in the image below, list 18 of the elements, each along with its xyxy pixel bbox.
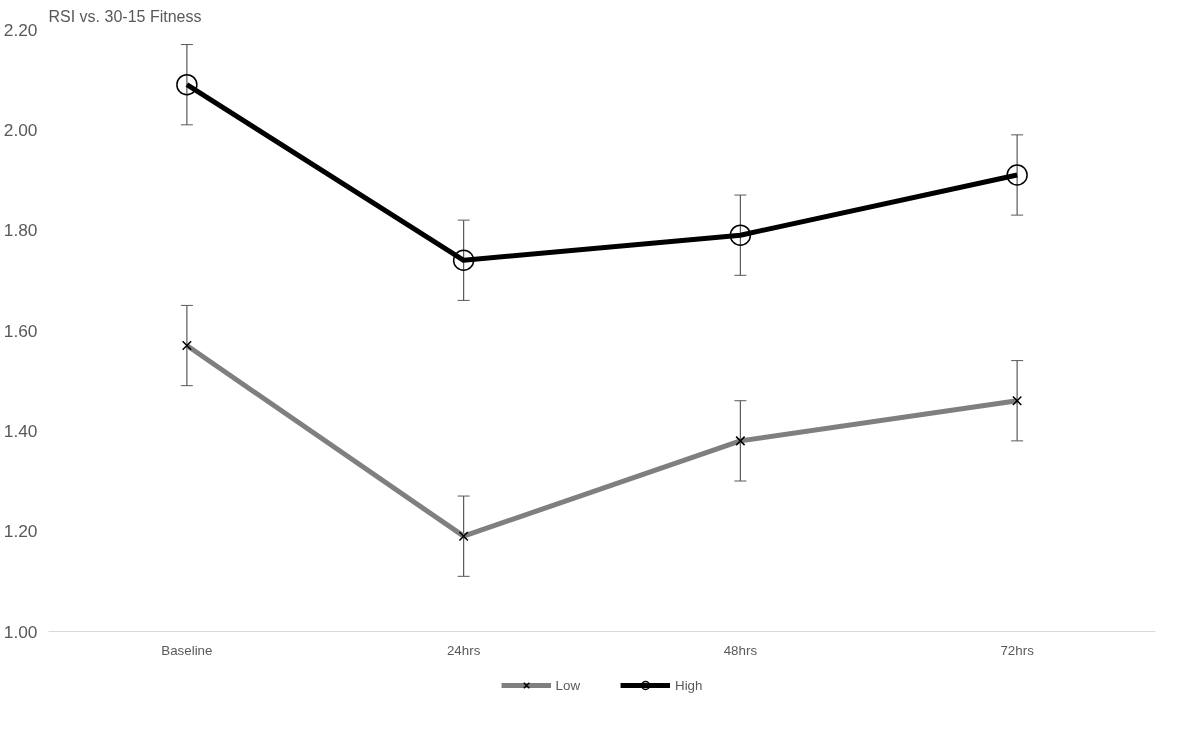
y-tick-label: 1.60 bbox=[3, 320, 38, 341]
point bbox=[176, 73, 198, 96]
chart-title: RSI vs. 30-15 Fitness bbox=[48, 7, 202, 25]
y-tick-label: 1.00 bbox=[3, 621, 38, 642]
x-tick-label: 48hrs bbox=[723, 642, 758, 658]
y-tick-label: 2.00 bbox=[3, 119, 38, 140]
legend-label: High bbox=[675, 677, 703, 693]
y-tick-label: 1.40 bbox=[3, 420, 38, 441]
legend-label: Low bbox=[555, 677, 581, 693]
x-tick-label: 24hrs bbox=[446, 642, 481, 658]
y-tick-label: 1.80 bbox=[3, 220, 38, 241]
x-tick-label: 72hrs bbox=[1000, 642, 1035, 658]
x-tick-label: Baseline bbox=[161, 642, 213, 658]
y-tick-label: 2.20 bbox=[3, 19, 38, 40]
y-tick-label: 1.20 bbox=[3, 521, 38, 542]
point bbox=[1006, 164, 1028, 186]
point bbox=[729, 224, 752, 246]
point bbox=[452, 249, 475, 271]
